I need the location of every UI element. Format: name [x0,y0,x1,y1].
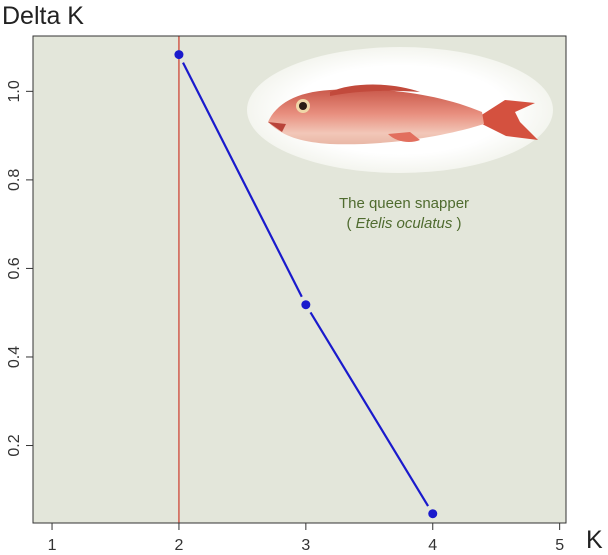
x-tick-label: 3 [301,537,310,554]
x-tick-label: 4 [428,537,437,554]
fish-scientific-name: ( Etelis oculatus ) [346,215,461,232]
data-point-k3 [301,300,311,310]
y-tick-label: 0.4 [6,346,23,368]
data-point-k2 [174,50,184,60]
series-segment-1 [182,62,303,298]
x-tick-label: 1 [48,537,57,554]
data-point-k4 [428,509,438,519]
x-tick-label: 5 [555,537,564,554]
series-segment-2 [309,311,430,507]
y-axis-title: Delta K [2,2,84,30]
y-tick-label: 1.0 [6,80,23,102]
fish-common-name: The queen snapper [339,195,469,212]
x-axis-title: K [586,526,603,554]
y-tick-label: 0.8 [6,169,23,191]
queen-snapper-image [247,47,553,173]
x-tick-label: 2 [174,537,183,554]
plot-frame [32,35,567,524]
y-tick-label: 0.6 [6,257,23,279]
y-tick-label: 0.2 [6,434,23,456]
